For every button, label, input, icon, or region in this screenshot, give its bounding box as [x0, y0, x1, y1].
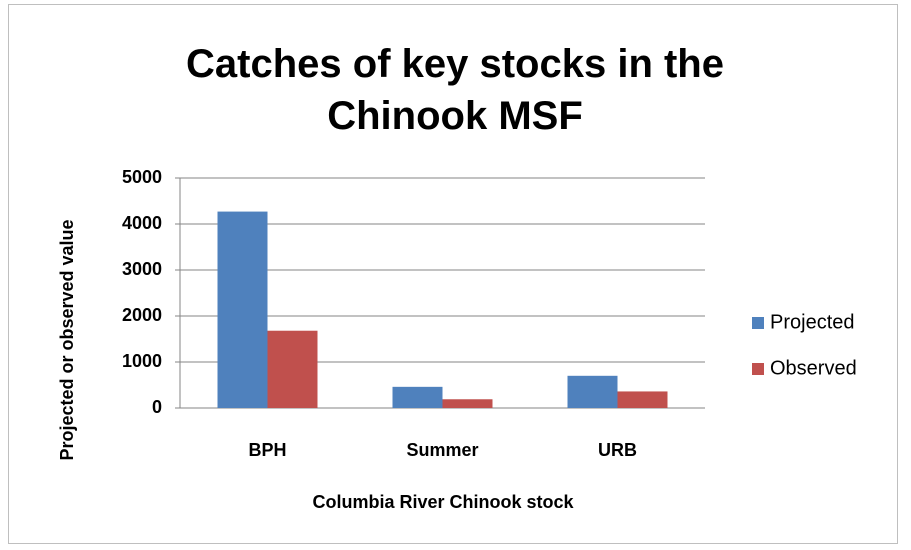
legend-swatch [752, 363, 764, 375]
y-tick-label: 5000 [122, 167, 162, 187]
y-axis-label: Projected or observed value [57, 219, 77, 460]
legend-label: Observed [770, 357, 857, 379]
x-tick-label: URB [598, 440, 637, 460]
bar [267, 330, 318, 408]
legend-swatch [752, 317, 764, 329]
y-tick-label: 1000 [122, 351, 162, 371]
bar [567, 375, 618, 408]
x-tick-label: BPH [248, 440, 286, 460]
bar [217, 211, 268, 408]
y-tick-label: 2000 [122, 305, 162, 325]
bar [392, 386, 443, 408]
x-axis-label: Columbia River Chinook stock [312, 492, 574, 512]
x-tick-label: Summer [406, 440, 478, 460]
y-tick-label: 4000 [122, 213, 162, 233]
y-tick-label: 3000 [122, 259, 162, 279]
chart-title: Catches of key stocks in the Chinook MSF [186, 42, 724, 138]
chart-frame [8, 4, 898, 544]
legend-label: Projected [770, 311, 855, 333]
bar [617, 391, 668, 408]
bar [442, 399, 493, 408]
y-tick-label: 0 [152, 397, 162, 417]
